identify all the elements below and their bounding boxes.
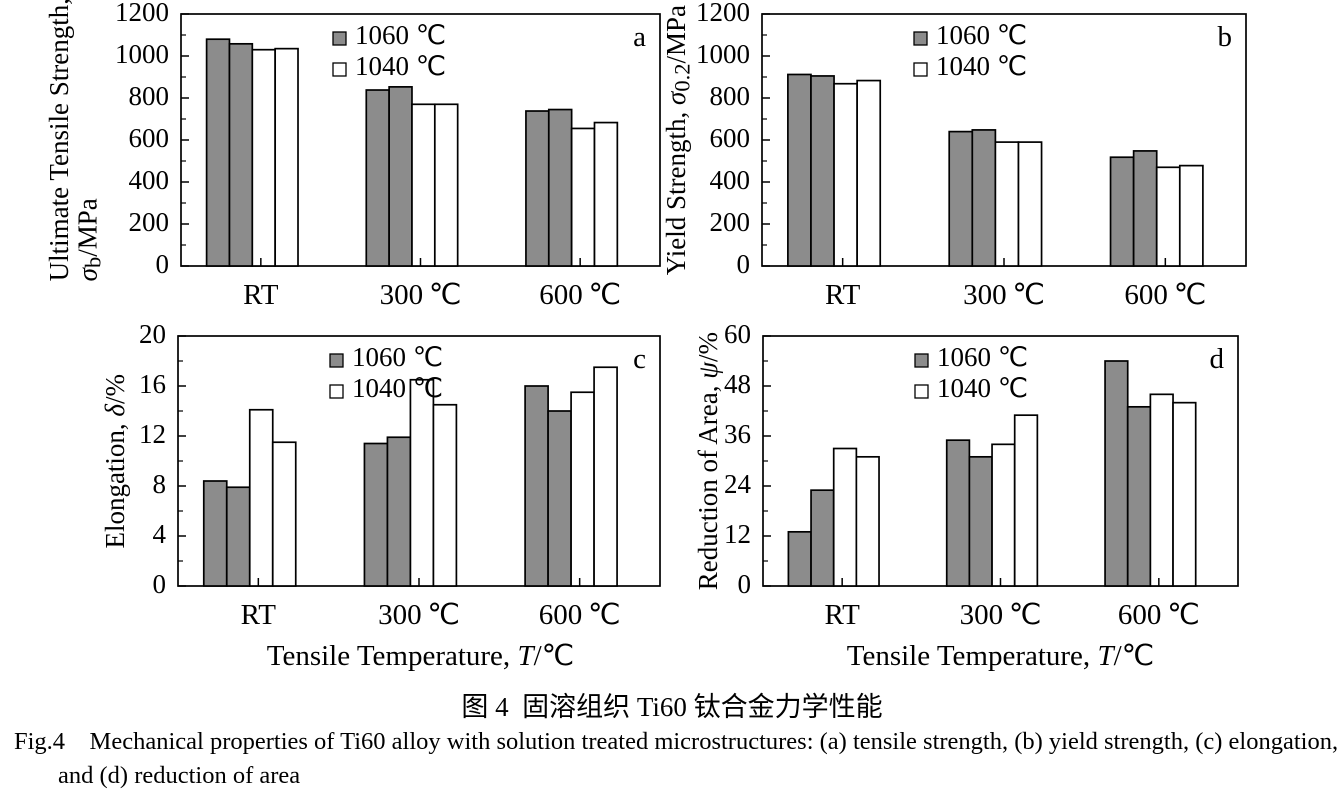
svg-text:24: 24	[724, 469, 752, 499]
svg-text:4: 4	[153, 519, 167, 549]
svg-text:0: 0	[738, 569, 752, 599]
svg-text:1200: 1200	[115, 0, 169, 27]
svg-text:600 ℃: 600 ℃	[539, 279, 621, 311]
svg-text:1040 ℃: 1040 ℃	[355, 51, 446, 81]
svg-text:1000: 1000	[115, 39, 169, 69]
svg-text:48: 48	[724, 369, 751, 399]
svg-text:300 ℃: 300 ℃	[378, 599, 460, 631]
svg-text:1000: 1000	[696, 39, 750, 69]
svg-text:400: 400	[710, 165, 751, 195]
svg-text:36: 36	[724, 419, 751, 449]
svg-text:200: 200	[710, 207, 751, 237]
svg-text:600: 600	[710, 123, 751, 153]
svg-text:1040 ℃: 1040 ℃	[937, 373, 1028, 403]
svg-text:0: 0	[153, 569, 167, 599]
svg-text:0: 0	[737, 249, 751, 279]
svg-text:12: 12	[139, 419, 166, 449]
svg-text:RT: RT	[825, 599, 861, 631]
svg-text:300 ℃: 300 ℃	[960, 599, 1042, 631]
svg-text:800: 800	[710, 81, 751, 111]
svg-text:1040 ℃: 1040 ℃	[936, 51, 1027, 81]
svg-text:20: 20	[139, 319, 166, 349]
svg-text:12: 12	[724, 519, 751, 549]
svg-text:RT: RT	[825, 279, 861, 311]
svg-text:a: a	[633, 21, 646, 53]
svg-text:300 ℃: 300 ℃	[963, 279, 1045, 311]
svg-text:d: d	[1210, 343, 1225, 375]
svg-text:1060 ℃: 1060 ℃	[936, 20, 1027, 50]
svg-text:1060 ℃: 1060 ℃	[937, 342, 1028, 372]
svg-text:RT: RT	[243, 279, 279, 311]
svg-text:600 ℃: 600 ℃	[1124, 279, 1206, 311]
svg-text:300 ℃: 300 ℃	[380, 279, 462, 311]
svg-text:60: 60	[724, 319, 751, 349]
svg-text:400: 400	[129, 165, 170, 195]
svg-text:c: c	[633, 343, 646, 375]
svg-text:1060 ℃: 1060 ℃	[355, 20, 446, 50]
svg-text:1060 ℃: 1060 ℃	[352, 342, 443, 372]
svg-text:600 ℃: 600 ℃	[1118, 599, 1200, 631]
svg-text:b: b	[1218, 21, 1233, 53]
svg-text:200: 200	[129, 207, 170, 237]
svg-text:RT: RT	[241, 599, 277, 631]
svg-text:600: 600	[129, 123, 170, 153]
svg-text:8: 8	[153, 469, 167, 499]
svg-text:16: 16	[139, 369, 166, 399]
svg-text:600 ℃: 600 ℃	[539, 599, 621, 631]
svg-text:1200: 1200	[696, 0, 750, 27]
svg-text:1040 ℃: 1040 ℃	[352, 373, 443, 403]
svg-text:0: 0	[156, 249, 170, 279]
svg-text:800: 800	[129, 81, 170, 111]
